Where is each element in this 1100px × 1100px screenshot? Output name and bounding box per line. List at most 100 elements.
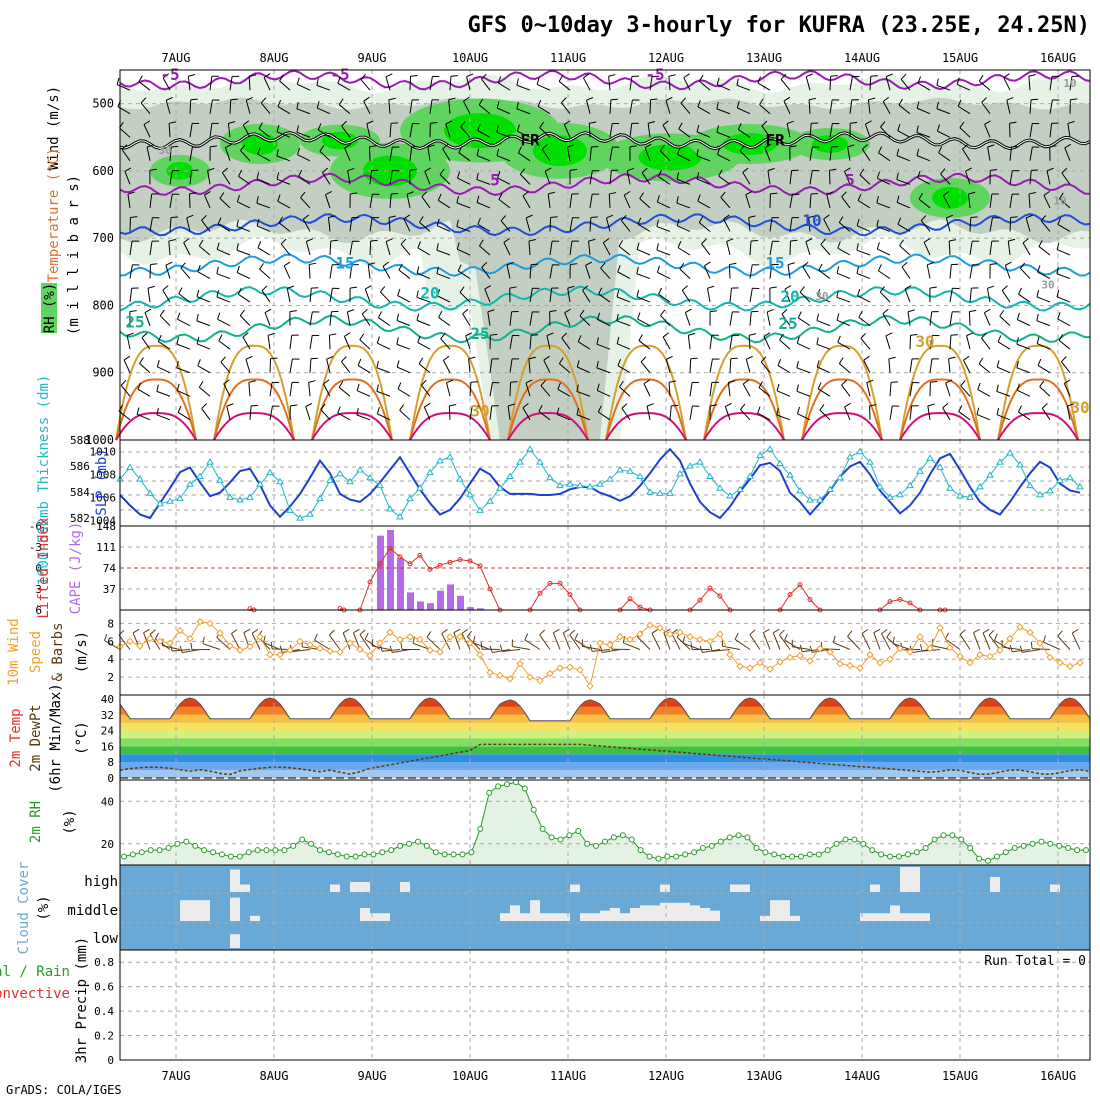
wind-barb bbox=[945, 638, 961, 650]
cloud-block bbox=[910, 867, 920, 892]
wind-barb bbox=[496, 131, 511, 138]
wind-barb bbox=[245, 100, 251, 114]
wind-barb bbox=[442, 148, 451, 162]
wind-speed-point bbox=[246, 642, 254, 651]
wind-barb bbox=[981, 332, 987, 339]
temp-tick-label: 40 bbox=[101, 693, 114, 706]
wind-barb bbox=[296, 108, 311, 115]
wind-barb bbox=[158, 341, 171, 350]
wind-barb bbox=[350, 192, 358, 195]
wind-barb bbox=[1028, 74, 1036, 77]
wind-barb bbox=[608, 74, 616, 77]
wind-barb bbox=[376, 367, 391, 374]
wind-barb bbox=[869, 404, 877, 407]
wind-barb bbox=[357, 358, 362, 366]
wind-barb bbox=[469, 405, 473, 420]
wind-barb bbox=[720, 197, 731, 209]
wind-barb bbox=[409, 146, 413, 161]
wind-barb bbox=[856, 249, 871, 256]
wind-barb bbox=[596, 367, 611, 374]
wind-barb bbox=[216, 242, 220, 250]
rh2m-point bbox=[1020, 842, 1027, 849]
rh2m-point bbox=[521, 785, 528, 792]
wind-speed-point bbox=[236, 646, 244, 654]
wind-barb bbox=[400, 238, 407, 245]
wind-barb bbox=[176, 337, 180, 345]
wind-barb bbox=[759, 98, 764, 105]
cloud-block bbox=[770, 900, 780, 921]
wind-barb bbox=[729, 335, 733, 350]
wind-barb bbox=[856, 243, 859, 251]
wind-barb bbox=[596, 312, 601, 320]
wind-barb bbox=[606, 214, 614, 219]
wind-barb bbox=[322, 167, 329, 173]
thickness-point bbox=[356, 465, 364, 473]
wind-barb bbox=[838, 363, 851, 374]
wind-barb bbox=[337, 76, 341, 84]
wind-barb bbox=[963, 355, 970, 361]
wind-barb bbox=[370, 239, 378, 242]
thickness-point bbox=[316, 494, 324, 502]
wind-barb bbox=[389, 193, 392, 208]
rh2m-tick-label: 20 bbox=[101, 838, 114, 851]
rh2m-point bbox=[717, 838, 724, 845]
thickness-point bbox=[346, 477, 354, 485]
wind-barb bbox=[543, 355, 550, 361]
wind-barb bbox=[366, 120, 374, 125]
wind-barb bbox=[204, 190, 211, 196]
rh2m-point bbox=[281, 847, 288, 854]
wind-barb bbox=[459, 286, 465, 293]
cape-bar bbox=[417, 601, 424, 610]
cloud-block bbox=[670, 902, 680, 921]
wind-barb bbox=[368, 262, 376, 266]
wind-speed-point bbox=[496, 671, 504, 680]
wind-speed-point bbox=[546, 669, 554, 678]
wind-barb bbox=[409, 99, 413, 114]
wind10m-label-3: & Barbs bbox=[50, 622, 66, 681]
wind-barb bbox=[600, 267, 611, 279]
cloud-level-label: middle bbox=[67, 903, 118, 919]
wind-barb bbox=[363, 100, 371, 114]
wind-barb bbox=[219, 197, 231, 209]
wind-barb bbox=[529, 311, 533, 326]
wind-barb bbox=[577, 366, 591, 374]
wind-barb bbox=[701, 243, 711, 256]
wind-barb bbox=[977, 382, 981, 390]
wind-barb bbox=[141, 337, 151, 350]
rh-shading-bright bbox=[444, 112, 516, 149]
wind-barb bbox=[490, 333, 498, 336]
thickness-point bbox=[566, 480, 574, 487]
wind-barb bbox=[958, 405, 963, 412]
cape-bar bbox=[377, 535, 384, 610]
date-label-top: 9AUG bbox=[358, 51, 387, 65]
rh2m-point bbox=[913, 849, 920, 856]
wind-barb bbox=[305, 241, 311, 256]
wind-barb bbox=[1022, 238, 1029, 244]
lifted-index-line bbox=[359, 547, 501, 611]
wind-barb bbox=[901, 266, 911, 279]
wind-barb bbox=[156, 360, 160, 367]
rh2m-point bbox=[486, 789, 493, 796]
wind-barb bbox=[636, 266, 639, 274]
wind-barb bbox=[809, 146, 813, 161]
cloud-background bbox=[120, 865, 1090, 950]
wind-barb bbox=[1016, 360, 1019, 368]
wind-speed-point bbox=[466, 639, 474, 647]
wind-barb bbox=[1037, 358, 1042, 366]
wind-barb bbox=[359, 629, 366, 635]
wind-barb bbox=[841, 384, 851, 397]
wind-barb bbox=[659, 144, 665, 152]
lifted-index-point bbox=[367, 579, 373, 585]
wind-speed-point bbox=[706, 637, 714, 646]
thickness-point bbox=[706, 472, 714, 479]
wind-barb bbox=[638, 340, 651, 350]
wind-barb bbox=[376, 406, 380, 414]
wind-barb bbox=[509, 335, 513, 350]
pressure-tick-label: 1000 bbox=[85, 433, 114, 447]
thickness-point bbox=[136, 475, 144, 482]
wind-barb bbox=[936, 78, 939, 86]
wind-barb bbox=[147, 285, 155, 289]
wind-barb bbox=[180, 262, 186, 269]
